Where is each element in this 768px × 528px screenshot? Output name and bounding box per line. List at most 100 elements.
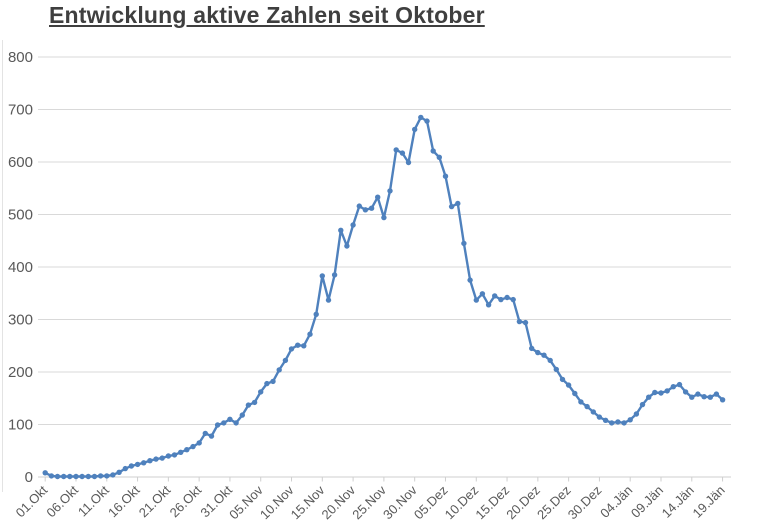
gridlines-group [38, 56, 731, 425]
data-point [79, 473, 85, 480]
data-point [184, 447, 190, 453]
data-point [467, 277, 473, 283]
data-point [535, 349, 541, 356]
data-point [559, 376, 566, 383]
y-tick-label: 0 [25, 469, 33, 486]
data-point [227, 416, 233, 422]
x-tick-label: 15.Dez [472, 483, 512, 523]
data-point [707, 394, 713, 400]
x-tick-label: 10.Dez [442, 483, 482, 523]
y-tick-label: 100 [8, 417, 33, 434]
x-tick-label: 26.Okt [167, 482, 205, 520]
data-point [368, 205, 375, 211]
data-point [54, 473, 61, 480]
data-point [473, 297, 479, 303]
data-point [442, 173, 449, 179]
data-point [399, 150, 406, 156]
data-point [301, 343, 307, 349]
data-point [178, 449, 184, 455]
data-point [529, 345, 535, 352]
data-point [48, 473, 55, 479]
data-point [639, 401, 646, 408]
y-tick-label: 700 [8, 102, 33, 119]
x-tick-label: 05.Dez [411, 483, 451, 523]
data-point [276, 367, 282, 373]
y-axis-labels: 0 100 200 300 400 500 600 700 800 [8, 49, 33, 486]
data-point [682, 389, 689, 395]
data-point [258, 389, 264, 395]
x-tick-label: 09.Jän [628, 483, 666, 521]
data-point [122, 465, 128, 472]
data-point [455, 200, 461, 207]
data-point [159, 455, 165, 461]
data-point [202, 430, 208, 437]
data-point [239, 412, 245, 418]
data-point [134, 461, 141, 468]
data-point [295, 342, 301, 348]
x-tick-label: 20.Dez [503, 483, 543, 523]
data-point [664, 388, 670, 394]
data-point [547, 357, 553, 364]
data-point [307, 331, 313, 337]
y-tick-label: 800 [8, 49, 33, 66]
data-point [627, 417, 633, 423]
data-point [387, 188, 393, 194]
data-point [405, 159, 412, 166]
data-point [313, 311, 319, 317]
data-point [233, 420, 239, 426]
x-tick-label: 01.Okt [13, 482, 51, 520]
data-point [171, 452, 178, 458]
data-point [61, 473, 67, 480]
data-point [701, 394, 707, 400]
data-point [492, 293, 498, 299]
data-point [670, 384, 676, 390]
data-point [42, 470, 48, 476]
data-point [412, 126, 418, 133]
data-point [208, 433, 215, 439]
data-point [658, 390, 664, 396]
data-point [553, 366, 559, 373]
y-tick-label: 600 [8, 154, 33, 171]
data-point [91, 473, 98, 480]
data-point [128, 463, 135, 469]
data-point [104, 473, 110, 479]
data-point [221, 420, 227, 426]
data-point [270, 378, 276, 385]
data-point [350, 222, 356, 228]
data-point [424, 118, 430, 124]
x-axis-labels: 01.Okt06.Okt11.Okt16.Okt21.Okt26.Okt31.O… [13, 482, 728, 522]
data-point [282, 357, 289, 364]
x-tick-label: 11.Okt [75, 482, 112, 519]
x-tick-label: 16.Okt [105, 482, 143, 520]
x-tick-label: 19.Jän [689, 483, 727, 521]
data-point [479, 291, 486, 297]
data-point [633, 411, 640, 417]
y-tick-label: 500 [8, 207, 33, 224]
data-point [646, 394, 652, 400]
data-point [73, 473, 79, 480]
data-point [522, 319, 529, 326]
x-tick-label: 25.Dez [534, 483, 574, 523]
data-point [516, 318, 523, 325]
data-point [652, 389, 658, 396]
data-point [713, 391, 720, 397]
data-point [498, 296, 504, 303]
data-point [436, 154, 442, 160]
data-point [264, 380, 270, 387]
x-tick-label: 14.Jän [659, 483, 697, 521]
data-point [590, 409, 596, 415]
x-tick-label: 21.Okt [136, 482, 174, 520]
y-tick-label: 200 [8, 364, 33, 381]
x-axis-ticks [44, 477, 724, 482]
data-point [362, 207, 369, 213]
data-point [565, 382, 572, 388]
data-point [97, 473, 104, 479]
data-point [288, 346, 295, 352]
y-tick-label: 300 [8, 312, 33, 329]
data-point [196, 440, 202, 446]
data-point [676, 381, 683, 388]
data-point [621, 420, 627, 426]
data-point [147, 458, 153, 464]
data-point [245, 402, 252, 408]
